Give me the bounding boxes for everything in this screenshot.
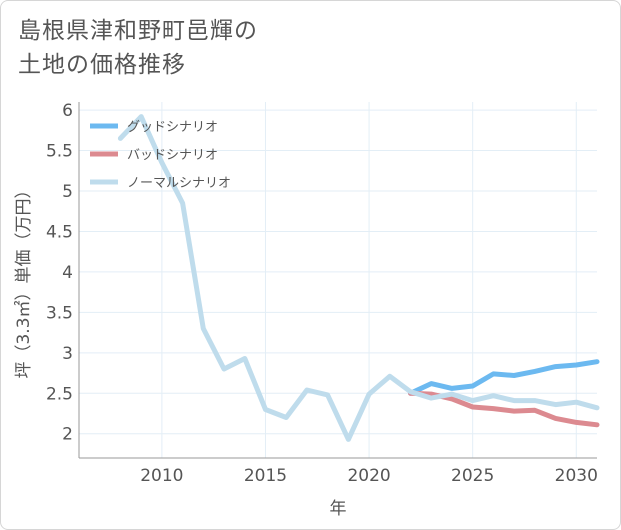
chart-title-line-2: 土地の価格推移 bbox=[18, 52, 186, 78]
chart-title-line-1: 島根県津和野町邑輝の bbox=[18, 18, 258, 44]
series-line-0 bbox=[408, 359, 600, 396]
x-tick-label: 2020 bbox=[347, 466, 390, 486]
axes bbox=[78, 102, 597, 459]
x-axis-label: 年 bbox=[330, 499, 347, 519]
legend-label-0: グッドシナリオ bbox=[127, 120, 218, 135]
y-tick-label: 3 bbox=[62, 344, 73, 364]
series-lines bbox=[117, 114, 600, 442]
y-tick-label: 4 bbox=[62, 263, 73, 283]
legend-label-1: バッドシナリオ bbox=[127, 148, 218, 163]
y-tick-label: 2.5 bbox=[46, 384, 73, 404]
y-axis-label: 坪（3.3㎡）単価（万円） bbox=[14, 181, 34, 378]
x-tick-label: 2010 bbox=[140, 466, 183, 486]
y-tick-label: 5 bbox=[62, 182, 73, 202]
y-tick-label: 3.5 bbox=[46, 303, 73, 323]
x-tick-label: 2015 bbox=[244, 466, 287, 486]
legend-label-2: ノーマルシナリオ bbox=[127, 176, 231, 191]
x-tick-label: 2030 bbox=[555, 466, 598, 486]
series-line-2 bbox=[117, 114, 600, 442]
x-tick-label: 2025 bbox=[451, 466, 494, 486]
y-tick-label: 2 bbox=[62, 425, 73, 445]
y-tick-label: 4.5 bbox=[46, 222, 73, 242]
grid bbox=[79, 102, 597, 458]
y-tick-label: 6 bbox=[62, 101, 73, 121]
chart-title: 島根県津和野町邑輝の 土地の価格推移 bbox=[18, 14, 258, 82]
tick-labels: 2010 2015 2020 2025 2030 2 2.5 3 3.5 4 4.5 5 5.5 6 bbox=[46, 101, 598, 486]
y-tick-label: 5.5 bbox=[46, 142, 73, 162]
